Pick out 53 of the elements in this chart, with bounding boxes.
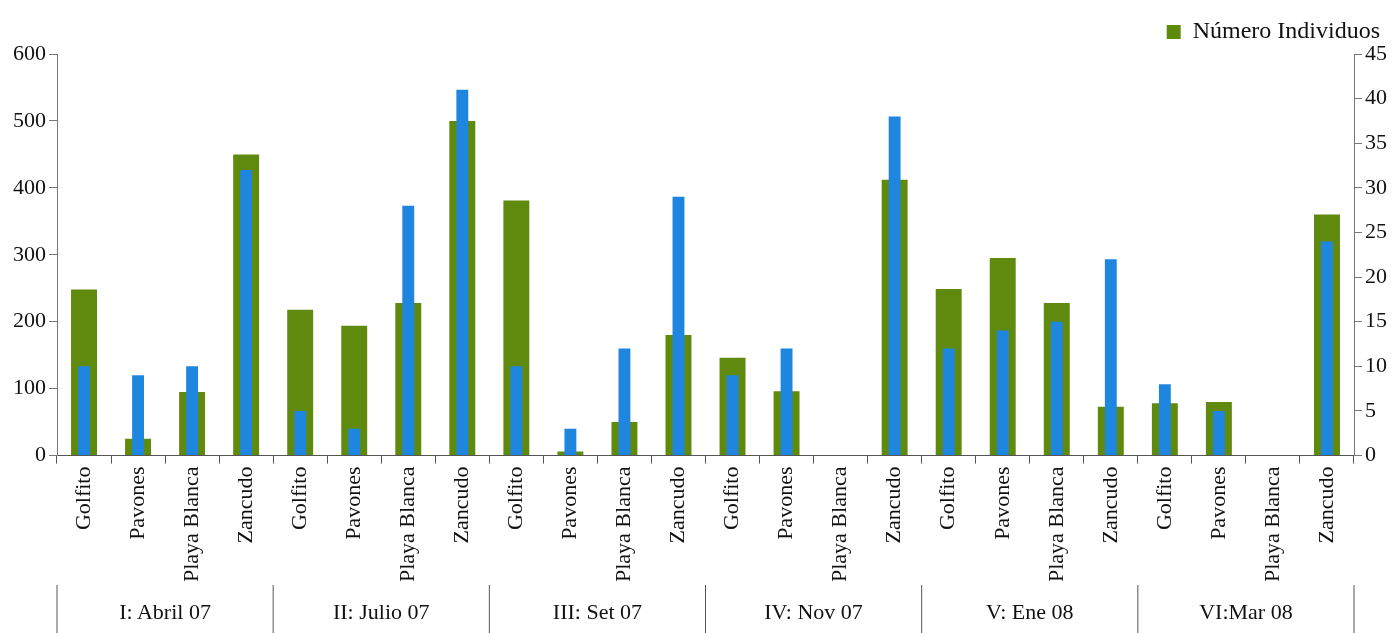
y-tick-label: 200 <box>13 307 46 333</box>
x-tick-label: Playa Blanca <box>394 466 420 583</box>
x-tick-label: Pavones <box>772 466 798 540</box>
x-tick-label: Pavones <box>1204 466 1230 540</box>
y-tick-label: 100 <box>13 374 46 400</box>
x-tick-label: Zancudo <box>664 466 690 544</box>
y2-tick-label: 15 <box>1365 307 1387 333</box>
text: II: Julio 07 <box>332 598 430 624</box>
bar <box>348 428 361 456</box>
bar <box>510 366 523 456</box>
x-tick-label: Zancudo <box>231 466 257 544</box>
x-tick-label: Playa Blanca <box>610 466 636 583</box>
x-tick-label: Pavones <box>988 466 1014 540</box>
y-tick-label: 500 <box>13 106 46 132</box>
y-tick-label: 0 <box>35 441 46 467</box>
bar <box>78 366 90 456</box>
x-tick-label: Playa Blanca <box>1258 466 1284 583</box>
x-tick-label: Zancudo <box>880 466 906 544</box>
x-tick-label: Golfito <box>69 466 95 531</box>
text: I: Abril 07 <box>119 598 211 624</box>
y2-tick-label: 35 <box>1365 129 1387 155</box>
y-tick-label: 300 <box>13 240 46 266</box>
x-tick-label: Pavones <box>340 466 366 540</box>
x-tick-label: Golfito <box>718 466 744 531</box>
x-tick-label: Golfito <box>285 466 311 531</box>
x-tick-label: Zancudo <box>1312 466 1338 544</box>
x-tick-label: Playa Blanca <box>1042 466 1068 583</box>
y2-tick-label: 20 <box>1365 262 1387 288</box>
x-tick-label: Pavones <box>123 466 149 540</box>
text: IV: Nov 07 <box>764 598 863 624</box>
y-tick-label: 600 <box>13 39 46 65</box>
y-tick-label: 400 <box>13 173 46 199</box>
y2-tick-label: 0 <box>1365 441 1376 467</box>
text: III: Set 07 <box>552 598 643 624</box>
text: V: Ene 08 <box>985 598 1074 624</box>
x-tick-label: Playa Blanca <box>826 466 852 583</box>
bar <box>294 410 307 456</box>
y2-tick-label: 5 <box>1365 396 1376 422</box>
x-tick-label: Zancudo <box>448 466 474 544</box>
x-tick-label: Playa Blanca <box>177 466 203 583</box>
x-tick-label: Golfito <box>934 466 960 531</box>
text: VI:Mar 08 <box>1199 598 1293 624</box>
y2-tick-label: 25 <box>1365 218 1387 244</box>
bar <box>996 330 1009 456</box>
x-tick-label: Golfito <box>1150 466 1176 531</box>
x-tick-label: Zancudo <box>1096 466 1122 544</box>
bar <box>341 325 368 456</box>
y2-tick-label: 10 <box>1365 352 1387 378</box>
bar <box>942 348 955 456</box>
y2-tick-label: 40 <box>1365 84 1387 110</box>
x-tick-label: Pavones <box>556 466 582 540</box>
y2-tick-label: 30 <box>1365 173 1387 199</box>
x-tick-label: Golfito <box>502 466 528 531</box>
